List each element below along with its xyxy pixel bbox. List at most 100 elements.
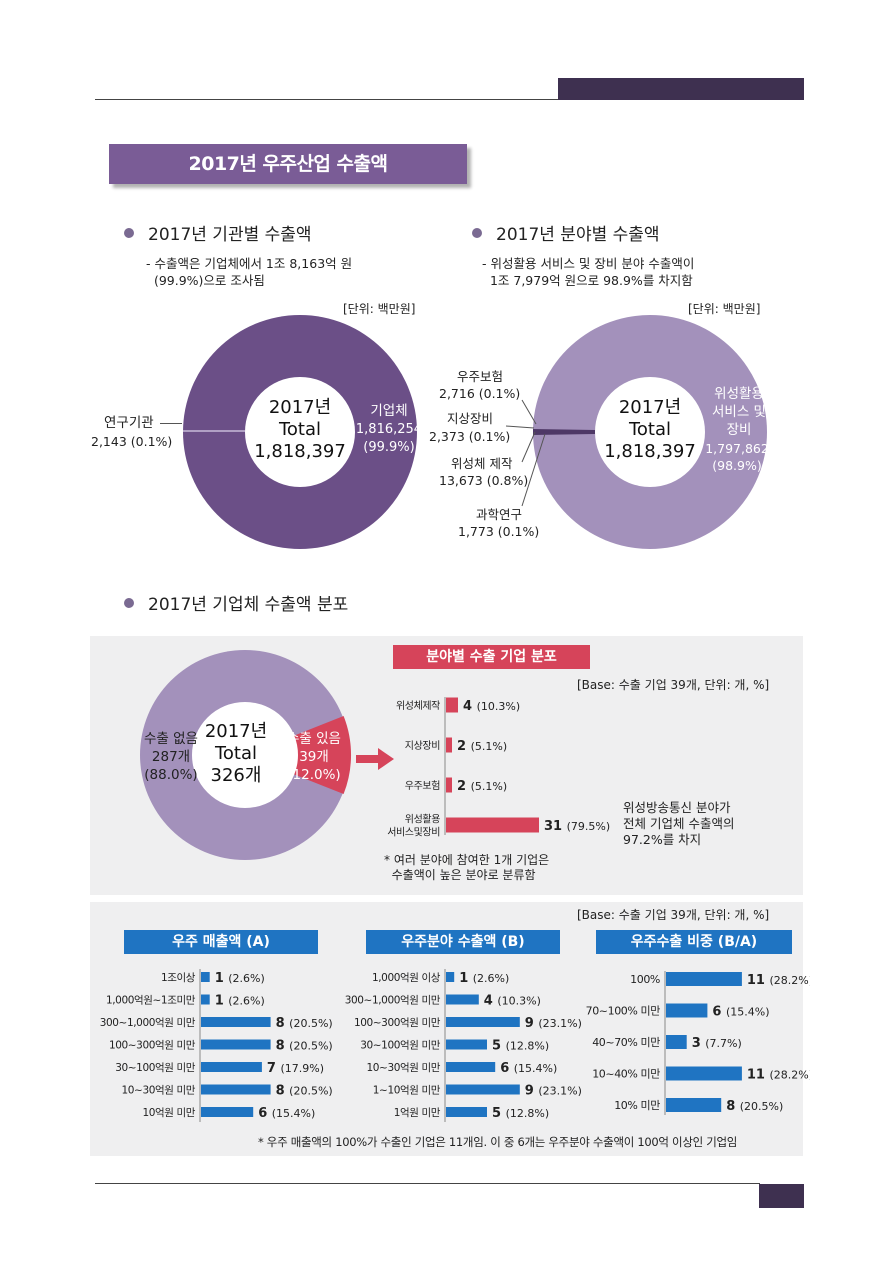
section-heading-org: 2017년 기관별 수출액	[124, 220, 312, 245]
ratio-bar-chart: 100% 11 (28.2%) 70~100% 미만 6 (15.4%) 40~70% …	[586, 971, 810, 1115]
field-value-insurance: 2,716 (0.1%)	[439, 386, 521, 401]
field-label-ground: 지상장비	[447, 411, 494, 426]
org-donut-chart	[183, 315, 417, 549]
tick-label: 300~1,000억원 미만	[100, 1017, 196, 1029]
tick-label: 우주보험	[405, 780, 440, 792]
dist-label-no-export: 수출 없음	[144, 731, 198, 747]
field-donut-slices-small	[533, 429, 595, 435]
tick-label: 10~30억원 미만	[367, 1062, 441, 1074]
bar	[201, 1062, 262, 1072]
bar	[446, 1062, 496, 1072]
field-label-satellite-mfg: 위성체 제작	[451, 456, 513, 471]
dist-pct-no-export: (88.0%)	[144, 767, 198, 783]
field-label-science: 과학연구	[476, 507, 523, 522]
org-label-company: 기업체	[370, 403, 408, 419]
section-heading-field-text: 2017년 분야별 수출액	[496, 225, 660, 245]
field-pct-satellite-service: (98.9%)	[712, 458, 762, 473]
data-label: 5 (12.8%)	[492, 1106, 549, 1121]
data-label: 8 (20.5%)	[276, 1084, 333, 1099]
data-label: 1 (2.6%)	[459, 971, 509, 986]
footer-block	[759, 1184, 804, 1208]
tick-label: 1~10억원 미만	[373, 1085, 441, 1097]
field-label-satellite-service: 위성활용 서비스 및 장비	[712, 386, 766, 438]
data-label: 4 (10.3%)	[484, 994, 541, 1009]
section-heading-field: 2017년 분야별 수출액	[472, 220, 660, 245]
field-donut-chart	[533, 315, 767, 549]
page-title: 2017년 우주산업 수출액	[109, 144, 467, 184]
arrow-right-icon	[356, 748, 394, 770]
bar	[446, 1107, 487, 1117]
data-label: 3 (7.7%)	[692, 1036, 742, 1051]
export-bar-chart: 1,000억원 이상 1 (2.6%) 300~1,000억원 미만 4 (10.3%…	[345, 969, 582, 1122]
field-value-science: 1,773 (0.1%)	[458, 524, 540, 539]
dist-donut-export	[245, 716, 352, 794]
field-bar-chart: 위성체제작 4 (10.3%) 지상장비 2 (5.1%) 우주보험 2 (5.1%) 위성…	[387, 697, 610, 839]
data-label: 9 (23.1%)	[525, 1084, 582, 1099]
org-value-company: 1,816,254	[355, 422, 423, 437]
bar	[201, 1107, 254, 1117]
section-heading-dist: 2017년 기업체 수출액 분포	[124, 590, 348, 615]
bullet-icon	[472, 228, 482, 238]
tick-label: 1조이상	[161, 972, 196, 984]
bullet-icon	[124, 228, 134, 238]
tick-label: 위성활용	[405, 813, 440, 826]
dist-count-export: 39개	[299, 749, 329, 765]
dist-donut-hole	[192, 702, 298, 808]
org-pct-company: (99.9%)	[363, 440, 415, 455]
dist-label-export: 수출 있음	[287, 731, 341, 747]
bar	[446, 777, 452, 793]
data-label: 8 (20.5%)	[276, 1039, 333, 1054]
tick-label: 1,000억원~1조미만	[106, 995, 196, 1007]
tick-label: 10억원 미만	[142, 1107, 195, 1119]
export-chart-title: 우주분야 수출액 (B)	[366, 930, 560, 954]
tick-label: 40~70% 미만	[592, 1036, 660, 1049]
tick-label: 100~300억원 미만	[354, 1017, 441, 1029]
tick-label: 30~100억원 미만	[115, 1062, 196, 1074]
org-label-research: 연구기관	[104, 415, 154, 431]
field-donut-hole	[595, 377, 705, 487]
data-label: 6 (15.4%)	[500, 1061, 557, 1076]
data-label: 2 (5.1%)	[457, 779, 507, 794]
tick-label: 위성체제작	[396, 699, 440, 712]
org-donut-center: 2017년 Total 1,818,397	[254, 397, 346, 462]
tick-label: 10~40% 미만	[592, 1068, 660, 1081]
data-label: 11 (28.2%)	[747, 1068, 810, 1083]
org-donut-hole	[245, 377, 355, 487]
field-label-insurance: 우주보험	[457, 369, 504, 384]
tick-label: 1,000억원 이상	[372, 972, 441, 984]
tick-label: 100~300억원 미만	[109, 1040, 196, 1052]
bar	[666, 1035, 687, 1049]
bar	[446, 697, 458, 713]
tick-label: 10% 미만	[614, 1099, 660, 1112]
org-value-research: 2,143 (0.1%)	[91, 434, 172, 450]
field-value-ground: 2,373 (0.1%)	[429, 429, 511, 444]
tick-label: 지상장비	[405, 740, 440, 752]
bar	[201, 1084, 271, 1095]
bottom-footnote: * 우주 매출액의 100%가 수출인 기업은 11개임. 이 중 6개는 우주…	[258, 1135, 738, 1149]
dist-count-no-export: 287개	[151, 749, 191, 765]
section-field-note: - 위성활용 서비스 및 장비 분야 수출액이 1조 7,979억 원으로 98…	[482, 256, 695, 288]
data-label: 6 (15.4%)	[258, 1106, 315, 1121]
dist-donut-center: 2017년 Total 326개	[204, 721, 268, 786]
org-research-pct: (0.1%)	[130, 434, 173, 449]
bar	[666, 1098, 722, 1112]
data-label: 2 (5.1%)	[457, 739, 507, 754]
section-heading-org-text: 2017년 기관별 수출액	[148, 225, 312, 245]
data-label: 4 (10.3%)	[463, 699, 520, 714]
data-label: 8 (20.5%)	[726, 1099, 783, 1114]
bar	[446, 994, 479, 1005]
footer-rule	[95, 1183, 760, 1184]
bar	[201, 994, 210, 1005]
data-label: 8 (20.5%)	[276, 1016, 333, 1031]
field-leader-lines	[505, 399, 546, 507]
field-value-satellite-service: 1,797,862	[705, 441, 769, 456]
tick-label: 30~100억원 미만	[360, 1040, 441, 1052]
data-label: 5 (12.8%)	[492, 1039, 549, 1054]
bottom-base: [Base: 수출 기업 39개, 단위: 개, %]	[577, 908, 770, 922]
data-label: 11 (28.2%)	[747, 973, 810, 988]
bullet-icon	[124, 598, 134, 608]
field-chart-side-note: 위성방송통신 분야가 전체 기업체 수출액의 97.2%를 차지	[623, 800, 735, 847]
field-value-satellite-mfg: 13,673 (0.8%)	[439, 473, 529, 488]
section-org-unit: [단위: 백만원]	[343, 302, 416, 316]
dist-donut-chart	[140, 650, 352, 860]
